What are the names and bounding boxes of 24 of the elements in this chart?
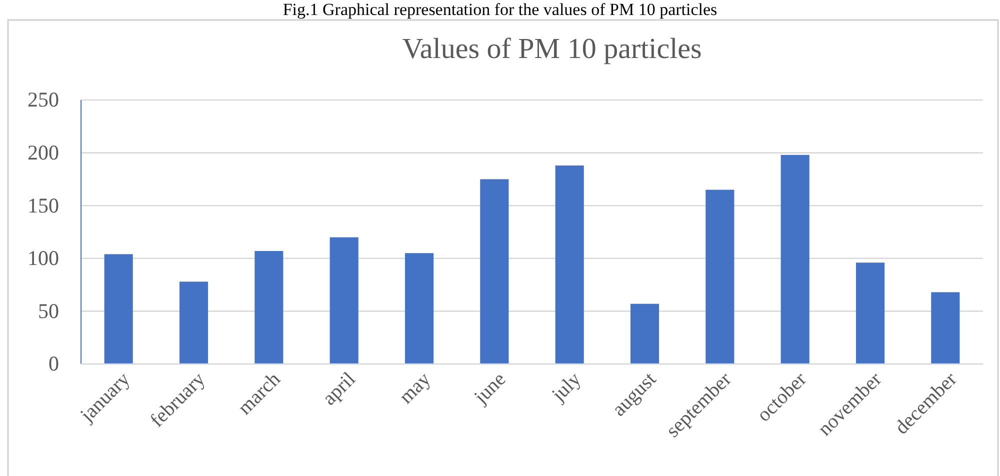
chart-title: Values of PM 10 particles	[402, 33, 702, 65]
y-tick-label: 200	[28, 140, 59, 165]
y-tick-label: 100	[28, 246, 59, 270]
bar	[780, 154, 810, 364]
bar	[856, 262, 885, 364]
bar	[706, 190, 734, 364]
y-tick-label: 250	[28, 88, 59, 112]
bar	[931, 292, 960, 364]
y-tick-label: 0	[48, 352, 59, 376]
bar	[480, 179, 509, 364]
y-tick-label: 50	[38, 298, 59, 323]
bar	[630, 304, 660, 364]
bar	[104, 254, 133, 364]
x-tick-label: june	[470, 368, 510, 409]
y-tick-label: 150	[28, 193, 59, 218]
x-tick-label: may	[395, 368, 436, 408]
bar	[254, 251, 284, 364]
bar	[330, 237, 358, 364]
caption: Fig.1 Graphical representation for the values of PM 10 particles	[282, 0, 718, 19]
bar	[404, 253, 434, 364]
x-tick-label: july	[547, 368, 586, 406]
bar	[555, 165, 584, 364]
bar	[179, 282, 208, 364]
x-tick-label: april	[318, 368, 360, 410]
